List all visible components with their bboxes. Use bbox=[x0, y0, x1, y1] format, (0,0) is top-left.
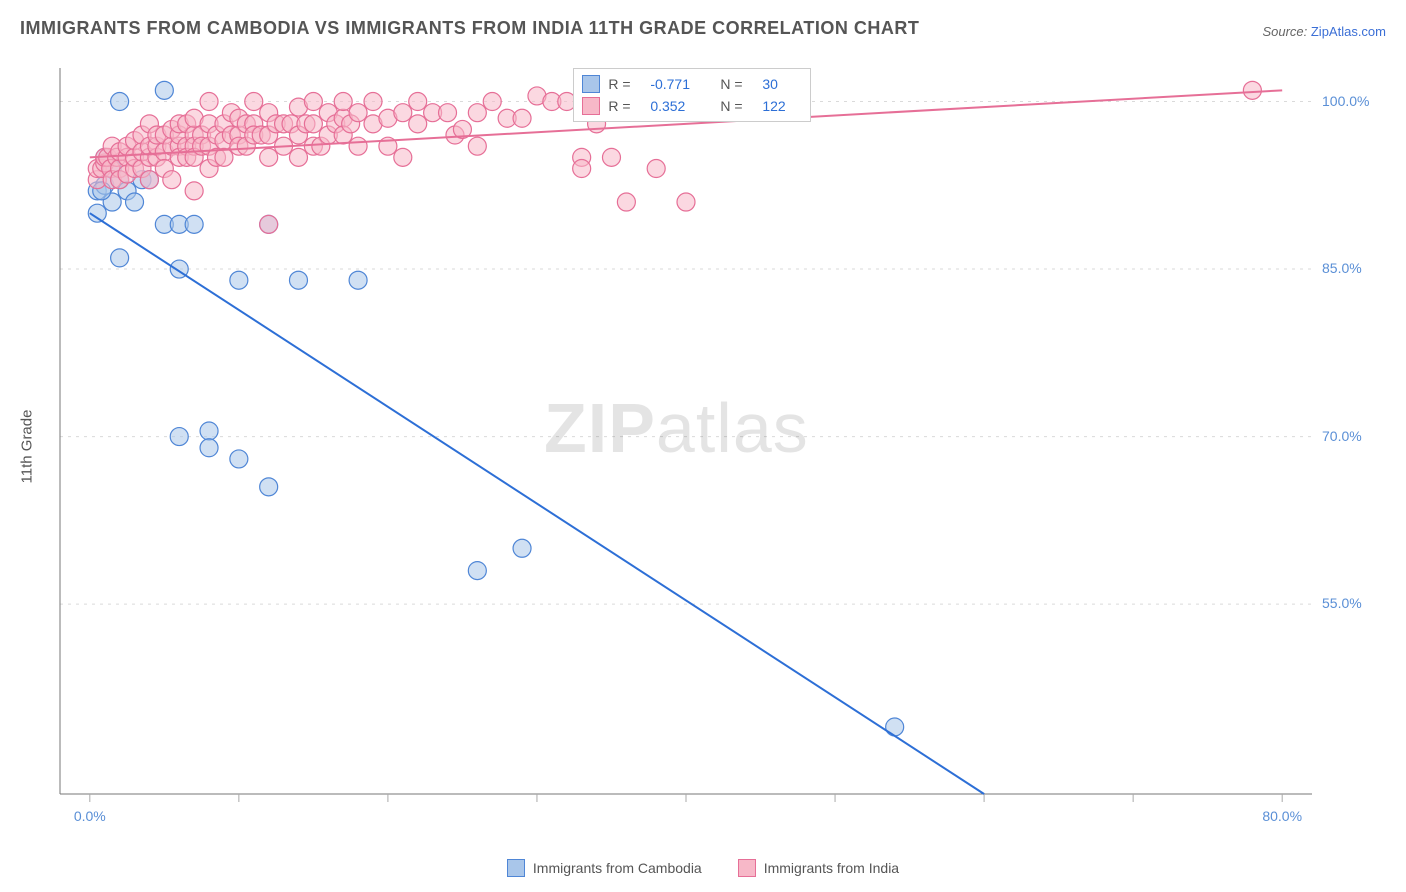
y-tick-label: 85.0% bbox=[1322, 260, 1392, 276]
legend-swatch bbox=[582, 97, 600, 115]
legend-n-label: N = bbox=[720, 76, 754, 92]
legend-r-value: -0.771 bbox=[650, 76, 712, 92]
x-tick-label: 0.0% bbox=[60, 808, 120, 824]
y-tick-label: 100.0% bbox=[1322, 93, 1392, 109]
chart-container: IMMIGRANTS FROM CAMBODIA VS IMMIGRANTS F… bbox=[0, 0, 1406, 892]
legend-swatch bbox=[507, 859, 525, 877]
legend-r-label: R = bbox=[608, 76, 642, 92]
bottom-legend-item-cambodia: Immigrants from Cambodia bbox=[507, 859, 702, 877]
chart-title: IMMIGRANTS FROM CAMBODIA VS IMMIGRANTS F… bbox=[20, 18, 919, 39]
legend-n-value: 122 bbox=[762, 98, 802, 114]
legend-n-label: N = bbox=[720, 98, 754, 114]
legend-series-name: Immigrants from India bbox=[764, 860, 899, 876]
source-attribution: Source: ZipAtlas.com bbox=[1262, 24, 1386, 39]
legend-box: R = -0.771 N = 30 R = 0.352 N = 122 bbox=[573, 68, 811, 122]
y-tick-label: 70.0% bbox=[1322, 428, 1392, 444]
legend-r-value: 0.352 bbox=[650, 98, 712, 114]
y-tick-label: 55.0% bbox=[1322, 595, 1392, 611]
source-link[interactable]: ZipAtlas.com bbox=[1311, 24, 1386, 39]
legend-r-label: R = bbox=[608, 98, 642, 114]
scatter-chart: ZIPatlas R =-0.771N =30R =0.352N =122 55… bbox=[54, 58, 1314, 828]
chart-svg bbox=[54, 58, 1314, 828]
y-axis-label: 11th Grade bbox=[19, 409, 36, 483]
bottom-legend: Immigrants from Cambodia Immigrants from … bbox=[0, 859, 1406, 880]
legend-swatch bbox=[738, 859, 756, 877]
legend-n-value: 30 bbox=[762, 76, 802, 92]
source-label: Source: bbox=[1262, 24, 1310, 39]
legend-swatch bbox=[582, 75, 600, 93]
y-axis-label-wrap: 11th Grade bbox=[12, 0, 42, 892]
legend-series-name: Immigrants from Cambodia bbox=[533, 860, 702, 876]
x-tick-label: 80.0% bbox=[1252, 808, 1312, 824]
legend-row-india: R = 0.352 N = 122 bbox=[582, 95, 802, 117]
legend-row-cambodia: R = -0.771 N = 30 bbox=[582, 73, 802, 95]
bottom-legend-item-india: Immigrants from India bbox=[738, 859, 899, 877]
